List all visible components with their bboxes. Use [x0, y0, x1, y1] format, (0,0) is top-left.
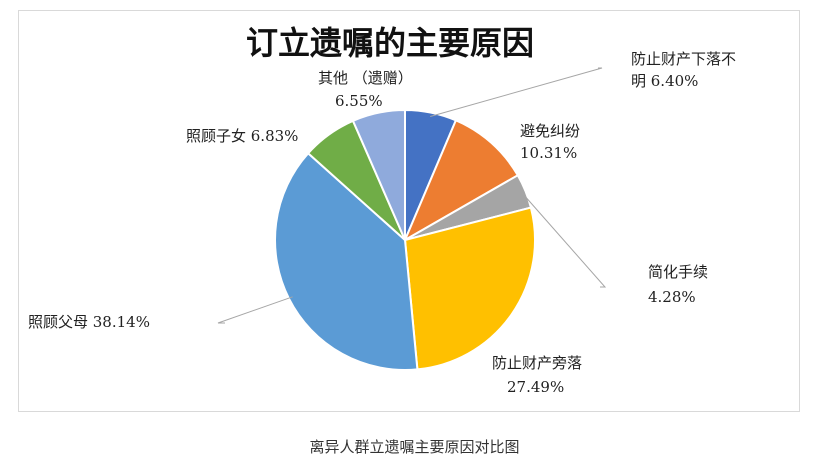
chart-title: 订立遗嘱的主要原因: [246, 24, 534, 62]
pie-slice-2: [402, 119, 520, 243]
pie-slice-5: [274, 151, 419, 371]
slice-label-name-2: 避免纠纷: [520, 122, 580, 140]
slice-label-value-7: 6.55%: [335, 92, 383, 110]
slice-label-name-3: 简化手续: [648, 263, 708, 281]
slice-label-1: 明 6.40%: [631, 72, 698, 90]
slice-label-name-7: 其他 （遗赠）: [318, 69, 413, 87]
slice-label-name-4: 防止财产旁落: [492, 354, 582, 372]
figure-caption: 离异人群立遗嘱主要原因对比图: [309, 438, 520, 456]
slice-label-value-4: 27.49%: [507, 378, 564, 396]
pie-slice-4: [403, 206, 536, 371]
leader-line-3: [521, 192, 607, 288]
pie-slice-7: [351, 108, 406, 241]
slice-label-5: 照顾父母 38.14%: [28, 313, 150, 331]
slice-label-name-1: 防止财产下落不: [631, 50, 736, 68]
slice-label-value-2: 10.31%: [520, 144, 577, 162]
leader-line-5: [217, 296, 293, 324]
leader-line-1: [430, 67, 603, 117]
slice-label-value-3: 4.28%: [648, 288, 696, 306]
slice-label-6: 照顾子女 6.83%: [186, 127, 298, 145]
